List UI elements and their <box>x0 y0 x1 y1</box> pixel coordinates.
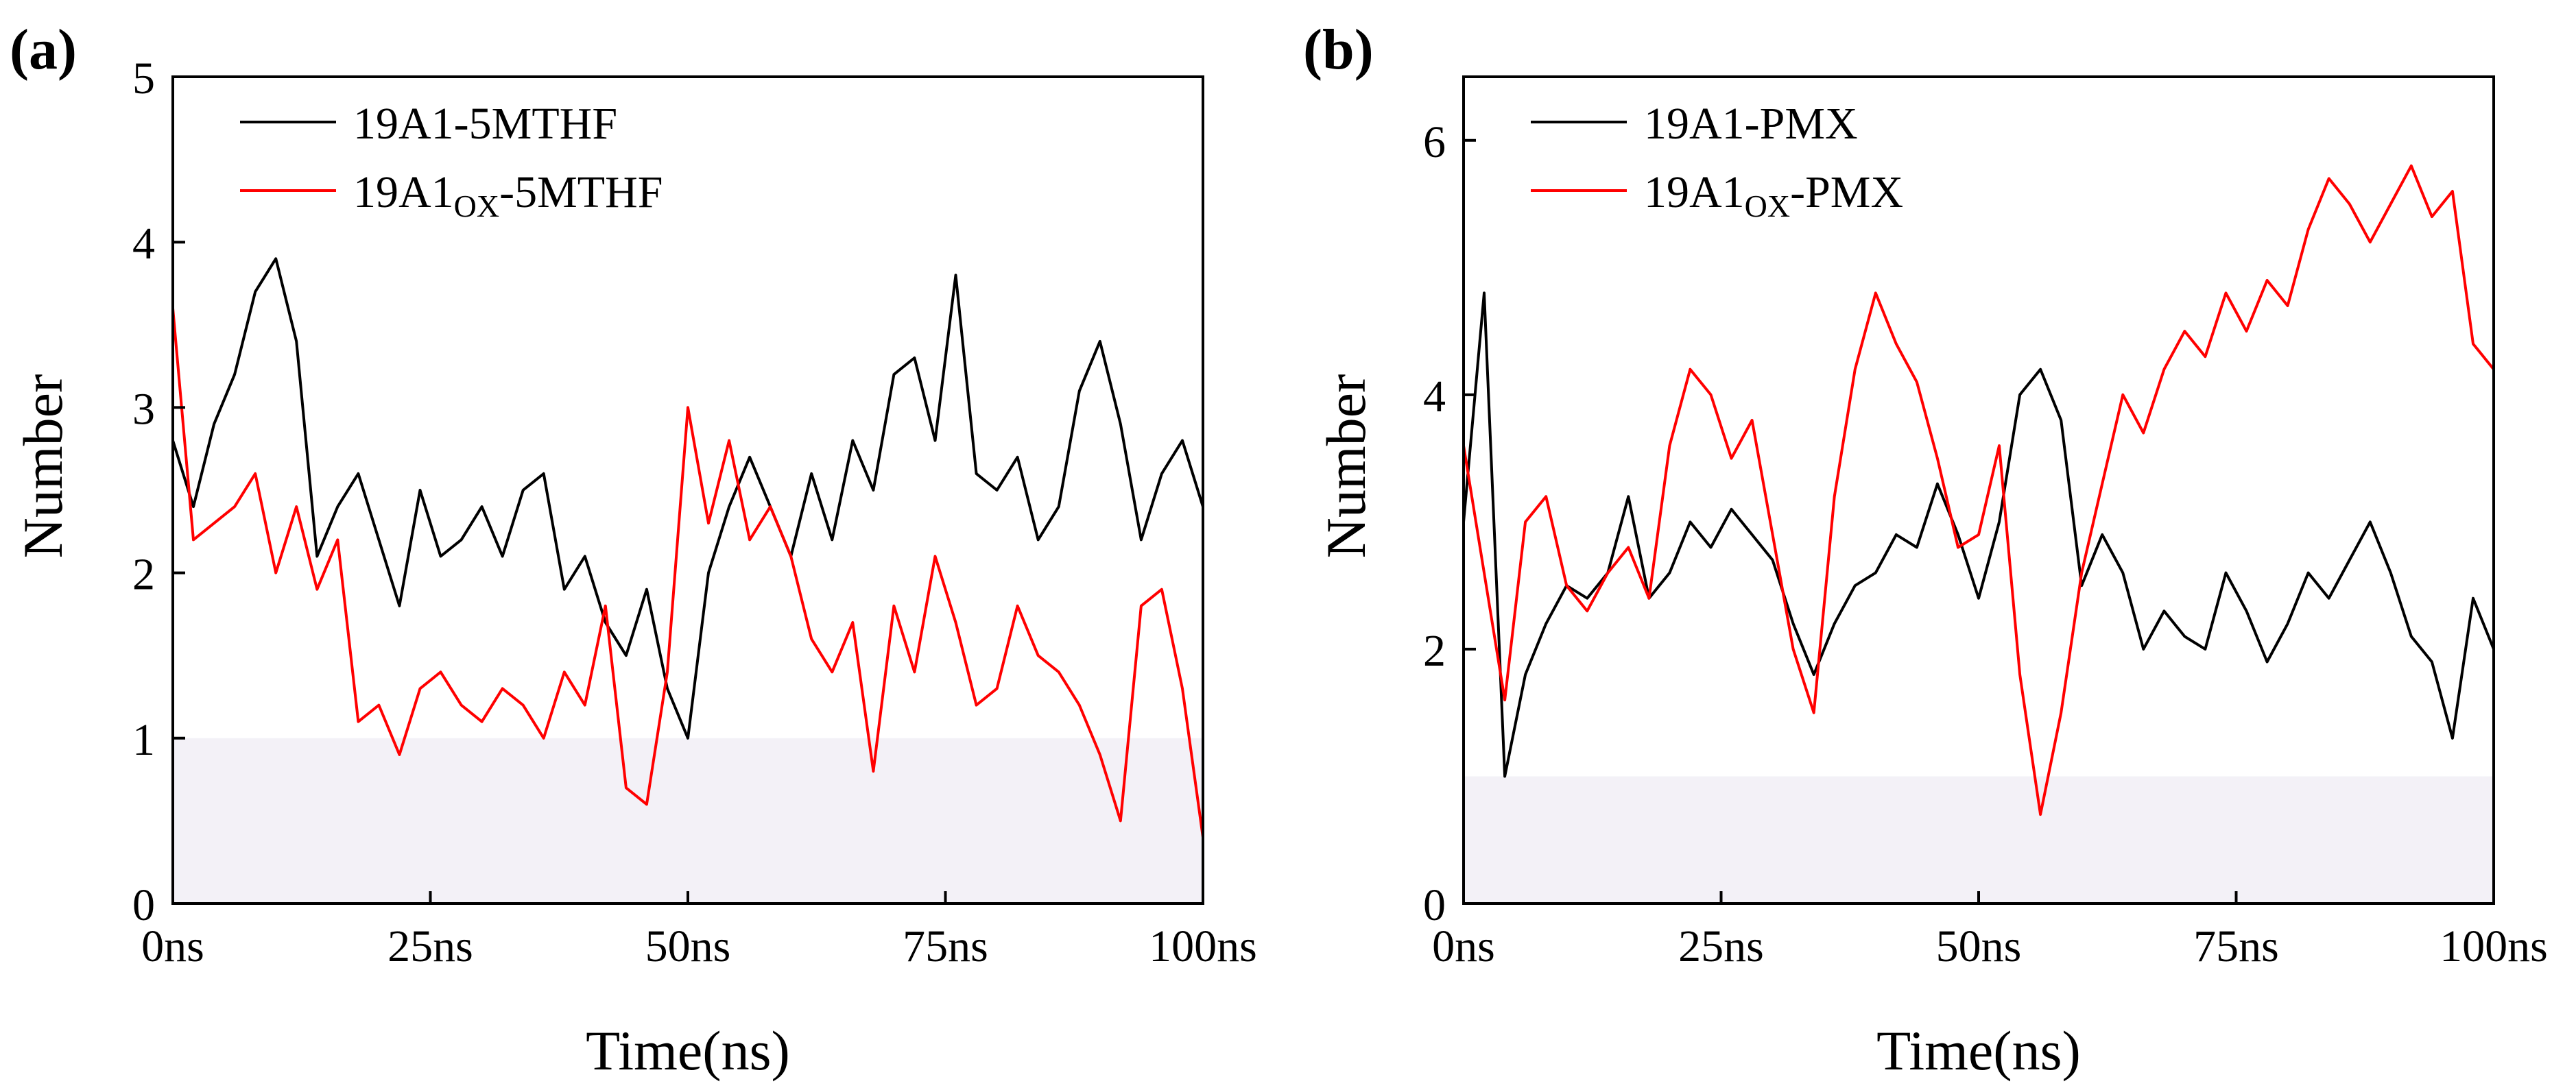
y-axis-title-a: Number <box>12 374 74 559</box>
x-tick-label: 50ns <box>645 921 731 971</box>
background-band <box>1464 776 2494 904</box>
y-tick-label: 3 <box>132 384 155 434</box>
legend-label: 19A1OX-5MTHF <box>353 167 663 223</box>
x-tick-label: 0ns <box>141 921 204 971</box>
x-axis-title-b: Time(ns) <box>1876 1019 2081 1082</box>
series-line-wildtype <box>171 257 1204 740</box>
x-tick-label: 25ns <box>387 921 473 971</box>
y-tick-label: 4 <box>132 219 155 269</box>
x-tick-label: 75ns <box>2193 921 2279 971</box>
y-axis-title-b: Number <box>1315 374 1377 559</box>
x-tick-label: 100ns <box>1149 921 1257 971</box>
x-tick-label: 0ns <box>1432 921 1495 971</box>
x-tick-label: 75ns <box>903 921 988 971</box>
y-tick-label: 2 <box>1423 626 1446 676</box>
legend-label: 19A1-5MTHF <box>353 99 617 149</box>
x-axis-title-a: Time(ns) <box>586 1019 790 1082</box>
y-tick-label: 1 <box>132 715 155 765</box>
legend-label: 19A1-PMX <box>1644 99 1858 149</box>
y-tick-label: 0 <box>132 880 155 930</box>
y-tick-label: 4 <box>1423 372 1446 422</box>
x-tick-label: 100ns <box>2440 921 2548 971</box>
panel-b: (b) Number Time(ns) 0 2 4 6 0ns 25ns 50ns 75ns 1… <box>1303 18 2548 1082</box>
panel-label-b: (b) <box>1303 18 1374 82</box>
series-line-wildtype <box>1462 291 2495 778</box>
y-tick-label: 5 <box>132 53 155 104</box>
series-line-oxidized <box>1462 164 2495 816</box>
y-tick-label: 0 <box>1423 880 1446 930</box>
panel-label-a: (a) <box>10 18 77 82</box>
y-tick-label: 2 <box>132 550 155 600</box>
series-line-oxidized <box>171 308 1204 838</box>
y-tick-label: 6 <box>1423 117 1446 167</box>
x-tick-label: 25ns <box>1678 921 1764 971</box>
legend-label: 19A1OX-PMX <box>1644 167 1903 223</box>
background-band <box>173 738 1203 904</box>
plot-area-b: 0 2 4 6 0ns 25ns 50ns 75ns 100ns 19A1-PMX 19A1OX-P… <box>1423 75 2548 971</box>
x-tick-label: 50ns <box>1936 921 2022 971</box>
